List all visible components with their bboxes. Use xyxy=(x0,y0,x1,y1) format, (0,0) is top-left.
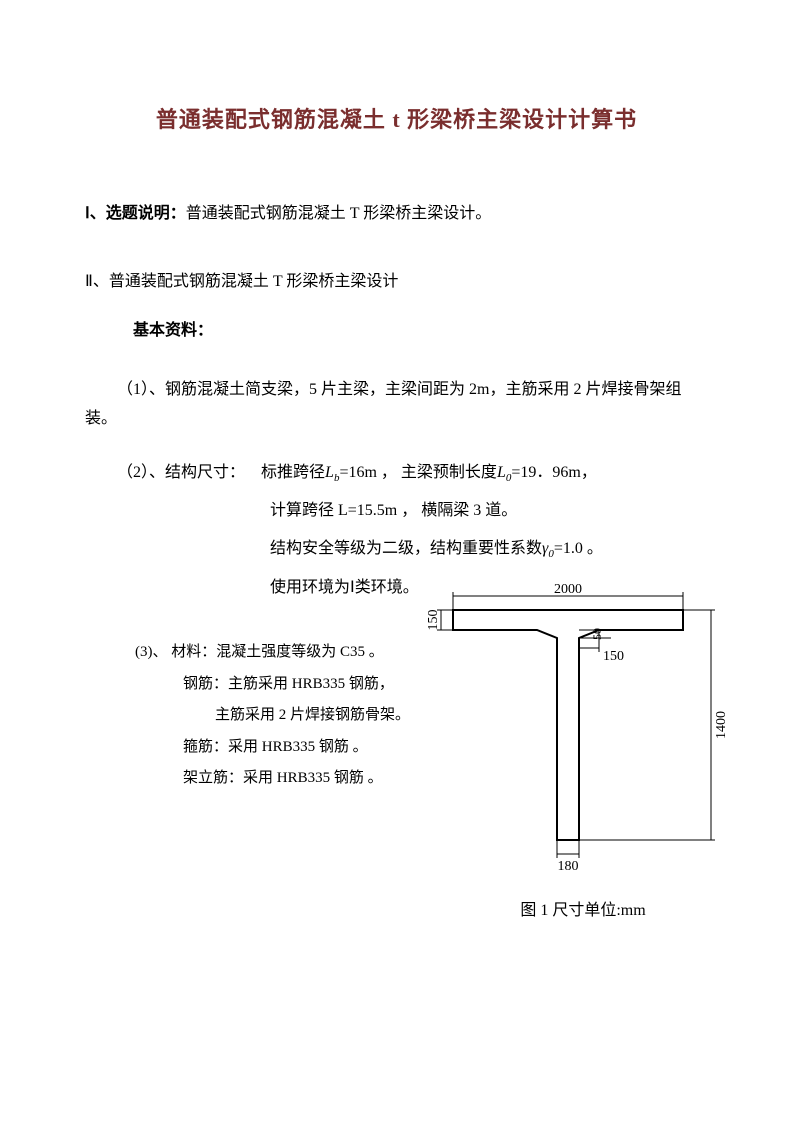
section-1: Ⅰ、选题说明：普通装配式钢筋混凝土 T 形梁桥主梁设计。 xyxy=(85,200,708,229)
svg-text:150: 150 xyxy=(426,610,441,631)
page-title: 普通装配式钢筋混凝土 t 形梁桥主梁设计计算书 xyxy=(85,100,708,140)
svg-text:1400: 1400 xyxy=(714,711,729,739)
item-2-line-1: （2）、结构尺寸： 标推跨径Lb=16m ， 主梁预制长度L0=19．96m， xyxy=(117,454,708,492)
section-1-text: 普通装配式钢筋混凝土 T 形梁桥主梁设计。 xyxy=(186,205,492,222)
item-2-l1b-sym: L xyxy=(497,464,506,481)
section-1-label: 选题说明： xyxy=(106,205,186,222)
section-2-text: 普通装配式钢筋混凝土 T 形梁桥主梁设计 xyxy=(109,273,399,290)
item-1: （1）、钢筋混凝土简支梁，5 片主梁，主梁间距为 2m，主筋采用 2 片焊接骨架… xyxy=(85,376,708,434)
t-beam-svg: 2000 150 50 150 1400 180 xyxy=(418,580,748,880)
item-3-prefix: (3)、 材料： xyxy=(135,644,216,660)
diagram-caption: 图 1 尺寸单位:mm xyxy=(418,897,748,926)
item-2-l1b-val: =19．96m， xyxy=(511,464,596,481)
section-2: Ⅱ、普通装配式钢筋混凝土 T 形梁桥主梁设计 xyxy=(85,268,708,297)
item-2-l3-val: =1.0 。 xyxy=(554,540,603,557)
svg-text:2000: 2000 xyxy=(554,582,582,597)
item-2-line-2: 计算跨径 L=15.5m ， 横隔梁 3 道。 xyxy=(270,492,708,530)
svg-text:150: 150 xyxy=(603,649,624,664)
item-2-l3a: 结构安全等级为二级，结构重要性系数 xyxy=(270,540,542,557)
item-2-prefix: （2）、结构尺寸： xyxy=(117,464,245,481)
svg-text:50: 50 xyxy=(590,628,604,640)
item-3-l1: 混凝土强度等级为 C35 。 xyxy=(216,644,384,660)
section-2-num: Ⅱ、 xyxy=(85,273,109,290)
item-2-l1a-sym: L xyxy=(325,464,334,481)
svg-text:180: 180 xyxy=(558,859,579,874)
section-1-num: Ⅰ、 xyxy=(85,205,106,222)
basic-data-label: 基本资料： xyxy=(133,317,708,346)
item-2-l1a-val: =16m ， xyxy=(339,464,396,481)
t-beam-diagram: 2000 150 50 150 1400 180 图 1 尺寸单位:mm xyxy=(418,580,748,926)
item-2-line-3: 结构安全等级为二级，结构重要性系数γ0=1.0 。 xyxy=(270,530,708,568)
item-2-l1a: 标推跨径 xyxy=(261,464,325,481)
item-2-l1b: 主梁预制长度 xyxy=(397,464,497,481)
